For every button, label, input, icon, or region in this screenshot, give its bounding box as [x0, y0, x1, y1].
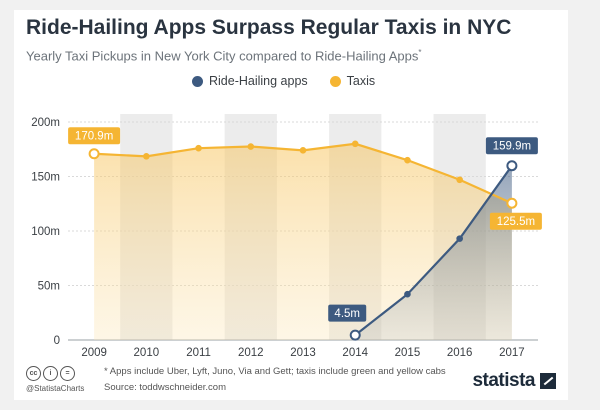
data-label-box [328, 304, 367, 322]
taxis-point [351, 140, 359, 148]
data-label-box [489, 212, 542, 230]
x-tick-label: 2016 [447, 347, 473, 359]
x-tick-label: 2015 [395, 347, 421, 359]
taxis-point [404, 156, 411, 164]
footnote: * Apps include Uber, Lyft, Juno, Via and… [104, 366, 446, 377]
x-tick-label: 2017 [499, 347, 525, 359]
x-tick-label: 2012 [238, 347, 264, 359]
data-label: 170.9m [75, 131, 113, 143]
taxis-point [506, 197, 518, 209]
statista-charts-handle: @StatistaCharts [26, 384, 85, 393]
taxis-point [456, 176, 463, 184]
statista-logo: statista [472, 370, 556, 392]
ride-hailing-area [355, 165, 512, 340]
legend-swatch-taxis [329, 75, 341, 87]
legend-item-ride-hailing: Ride-Hailing apps [192, 74, 308, 88]
subtitle-footnote-mark: * [418, 48, 422, 57]
x-tick-label: 2011 [186, 347, 211, 359]
taxis-point [143, 153, 150, 160]
no-derivatives-icon: = [60, 366, 75, 381]
legend-swatch-ride-hailing [192, 75, 203, 87]
x-tick-label: 2009 [81, 347, 107, 359]
license-icons: cc i = [26, 366, 75, 381]
line-chart: 0 50m 100m 150m 200m 2009 2010 2011 2012 2013 2014… [31, 114, 542, 359]
chart-subtitle: Yearly Taxi Pickups in New York City com… [26, 48, 422, 63]
y-tick-label: 0 [54, 335, 60, 347]
footer: cc i = @StatistaCharts * Apps include Ub… [22, 362, 562, 398]
ride-hailing-line [354, 165, 513, 336]
attribution-icon: i [43, 366, 58, 381]
data-label: 4.5m [334, 308, 360, 320]
x-tick-label: 2010 [134, 347, 160, 359]
source-link[interactable]: Source: toddwschneider.com [104, 382, 226, 393]
data-label-box [485, 137, 538, 155]
ride-hailing-point [506, 160, 518, 172]
ride-hailing-point [349, 329, 361, 341]
data-label-box [68, 127, 121, 145]
legend-item-taxis: Taxis [329, 74, 376, 88]
chart-title: Ride-Hailing Apps Surpass Regular Taxis … [26, 16, 512, 39]
ride-hailing-point [404, 290, 411, 298]
data-label: 125.5m [497, 216, 535, 228]
y-tick-label: 50m [38, 281, 60, 293]
legend: Ride-Hailing apps Taxis [192, 74, 375, 88]
data-label: 159.9m [493, 141, 531, 153]
taxis-point [247, 143, 255, 150]
taxis-point [195, 144, 202, 152]
subtitle-text: Yearly Taxi Pickups in New York City com… [26, 48, 419, 64]
y-tick-label: 100m [31, 226, 60, 238]
statista-logo-icon [540, 373, 556, 389]
y-tick-label: 150m [31, 172, 60, 184]
cc-icon: cc [26, 366, 41, 381]
statista-wordmark: statista [472, 370, 535, 391]
taxis-point [299, 147, 307, 154]
y-tick-label: 200m [31, 117, 60, 129]
ride-hailing-point [456, 235, 463, 242]
taxis-point [88, 148, 100, 160]
x-tick-label: 2014 [342, 347, 368, 359]
chart-card: Ride-Hailing Apps Surpass Regular Taxis … [14, 10, 568, 400]
legend-label-ride-hailing: Ride-Hailing apps [209, 74, 308, 88]
legend-label-taxis: Taxis [346, 74, 376, 88]
x-tick-label: 2013 [290, 347, 316, 359]
